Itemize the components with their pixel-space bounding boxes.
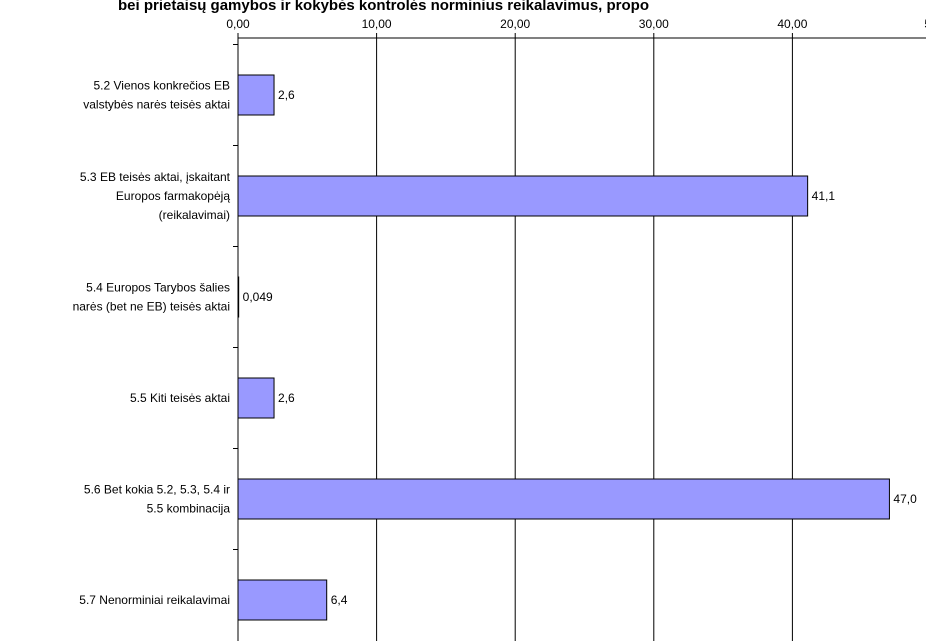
category-label: 5.6 Bet kokia 5.2, 5.3, 5.4 ir 5.5 kombin… (84, 483, 230, 516)
bars (237, 74, 890, 621)
category-label-line: (reikalavimai) (159, 208, 230, 222)
category-label-line: Europos farmakopėją (116, 189, 230, 203)
category-label-line: 5.6 Bet kokia 5.2, 5.3, 5.4 ir (84, 483, 230, 497)
x-tick-label: 20,00 (500, 17, 530, 31)
data-label: 41,1 (812, 189, 836, 203)
bar (237, 74, 275, 116)
bar (237, 478, 890, 520)
category-label-line: 5.5 kombinacija (147, 502, 231, 516)
category-label-line: 5.7 Nenorminiai reikalavimai (79, 593, 230, 607)
data-label: 6,4 (331, 593, 348, 607)
category-label-line: 5.2 Vienos konkrečios EB (93, 79, 230, 93)
category-label-line: narės (bet ne EB) teisės aktai (73, 300, 230, 314)
labels: 0,00 10,00 20,00 30,00 40,00 50 2,6 5.2 Vienos … (73, 17, 926, 607)
category-label: 5.4 Europos Tarybos šalies narės (bet ne … (73, 281, 230, 314)
category-label-line: 5.5 Kiti teisės aktai (130, 391, 230, 405)
bar (237, 579, 328, 621)
x-tick-label: 40,00 (777, 17, 807, 31)
data-label: 2,6 (278, 88, 295, 102)
category-label-line: valstybės narės teisės aktai (83, 98, 230, 112)
category-label: 5.2 Vienos konkrečios EB valstybės narės … (83, 79, 230, 112)
category-label: 5.7 Nenorminiai reikalavimai (79, 593, 230, 607)
category-label: 5.5 Kiti teisės aktai (130, 391, 230, 405)
data-label: 47,0 (893, 492, 917, 506)
data-label: 0,049 (243, 290, 273, 304)
category-label-line: 5.4 Europos Tarybos šalies (86, 281, 230, 295)
bar (237, 175, 809, 217)
gridlines (376, 38, 793, 641)
chart-title: bei prietaisų gamybos ir kokybės kontrol… (118, 0, 649, 14)
x-tick-label: 0,00 (226, 17, 250, 31)
category-label-line: 5.3 EB teisės aktai, įskaitant (80, 170, 231, 184)
bar (237, 377, 275, 419)
x-tick-label: 10,00 (362, 17, 392, 31)
x-tick-label: 30,00 (639, 17, 669, 31)
category-label: 5.3 EB teisės aktai, įskaitant Europos fa… (80, 170, 231, 222)
x-tick-label: 50 (924, 17, 926, 31)
axes (233, 33, 926, 641)
data-label: 2,6 (278, 391, 295, 405)
